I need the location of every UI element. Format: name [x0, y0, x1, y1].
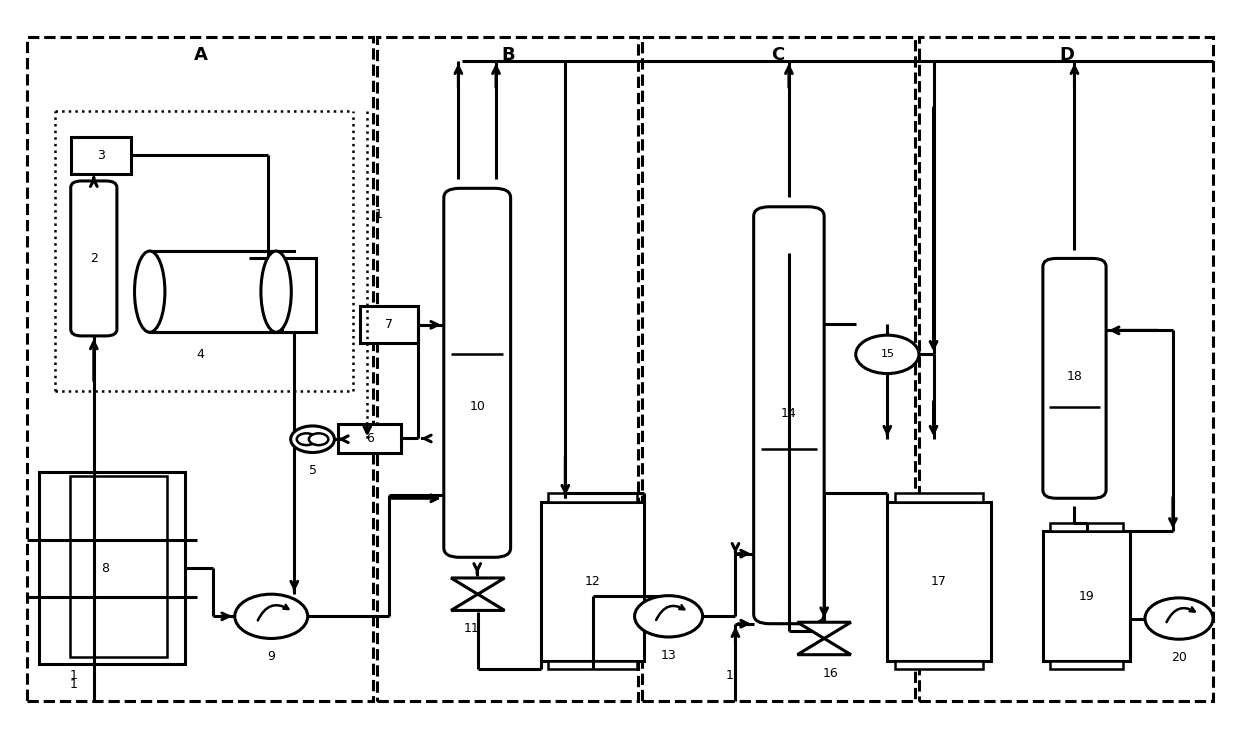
FancyBboxPatch shape: [71, 181, 117, 336]
FancyBboxPatch shape: [150, 251, 277, 332]
Text: 1: 1: [69, 678, 77, 691]
FancyBboxPatch shape: [71, 137, 131, 174]
Text: D: D: [1060, 47, 1075, 65]
Circle shape: [296, 433, 316, 445]
FancyBboxPatch shape: [339, 425, 402, 453]
FancyBboxPatch shape: [40, 472, 185, 664]
Text: 11: 11: [464, 623, 480, 636]
FancyBboxPatch shape: [1043, 532, 1131, 660]
Text: 10: 10: [470, 400, 486, 413]
Text: 19: 19: [1079, 590, 1095, 602]
FancyBboxPatch shape: [1043, 258, 1106, 498]
FancyBboxPatch shape: [1050, 523, 1123, 532]
Text: 4: 4: [197, 348, 205, 361]
Text: 1: 1: [725, 669, 733, 682]
FancyBboxPatch shape: [548, 660, 637, 669]
FancyBboxPatch shape: [283, 258, 316, 332]
Text: 12: 12: [585, 575, 600, 588]
Text: 2: 2: [89, 252, 98, 265]
Text: A: A: [193, 47, 207, 65]
Text: 6: 6: [366, 432, 373, 445]
FancyBboxPatch shape: [894, 493, 983, 502]
FancyBboxPatch shape: [541, 502, 645, 660]
Text: 16: 16: [822, 666, 838, 680]
Text: 9: 9: [268, 651, 275, 663]
Text: C: C: [771, 47, 785, 65]
Circle shape: [234, 594, 308, 639]
Text: 15: 15: [880, 349, 894, 359]
Text: 5: 5: [309, 465, 316, 477]
Polygon shape: [451, 578, 505, 594]
Text: 1: 1: [69, 669, 77, 682]
Text: 7: 7: [386, 319, 393, 331]
Text: 1: 1: [374, 208, 382, 221]
FancyBboxPatch shape: [888, 502, 991, 660]
Polygon shape: [797, 622, 851, 639]
FancyBboxPatch shape: [894, 660, 983, 669]
Text: 3: 3: [97, 148, 105, 162]
Polygon shape: [451, 594, 505, 611]
Circle shape: [290, 426, 335, 453]
FancyBboxPatch shape: [69, 476, 166, 657]
Text: 14: 14: [781, 407, 797, 420]
FancyBboxPatch shape: [548, 493, 637, 502]
Circle shape: [1145, 598, 1213, 639]
Text: 17: 17: [931, 575, 947, 588]
Text: 18: 18: [1066, 370, 1083, 383]
FancyBboxPatch shape: [360, 306, 418, 343]
FancyBboxPatch shape: [1050, 660, 1123, 669]
FancyBboxPatch shape: [444, 188, 511, 557]
Polygon shape: [797, 639, 851, 654]
Text: 20: 20: [1171, 651, 1187, 664]
Circle shape: [856, 335, 919, 373]
Text: 8: 8: [100, 562, 109, 575]
Text: B: B: [501, 47, 515, 65]
Ellipse shape: [134, 251, 165, 332]
FancyBboxPatch shape: [754, 207, 825, 623]
Ellipse shape: [260, 251, 291, 332]
Circle shape: [635, 596, 703, 637]
Text: 13: 13: [661, 649, 677, 662]
Circle shape: [309, 433, 329, 445]
